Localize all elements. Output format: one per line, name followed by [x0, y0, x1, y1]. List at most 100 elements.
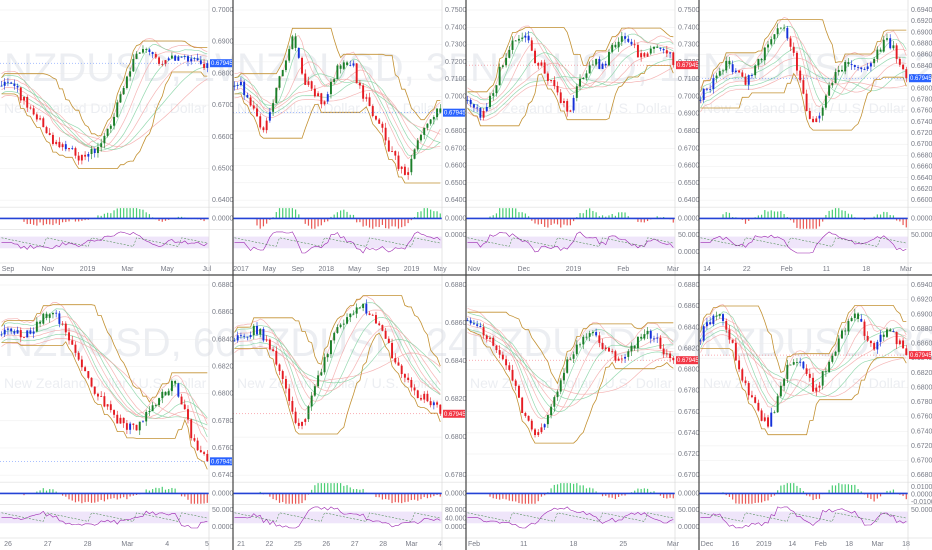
price-tick-label: 0.68600: [445, 320, 470, 327]
candle-body: [709, 89, 712, 90]
candle-body: [55, 141, 58, 144]
osc-histogram-bar: [540, 493, 543, 497]
time-tick-label: 27: [351, 541, 359, 548]
ema-line: [234, 317, 441, 397]
candle-body: [26, 330, 29, 338]
osc-histogram-bar: [33, 218, 35, 225]
candle-body: [617, 358, 620, 361]
price-tick-label: 0.66000: [678, 163, 703, 170]
candle-body: [505, 57, 508, 66]
candle-body: [10, 328, 13, 332]
osc-histogram-bar: [764, 493, 766, 502]
osc-histogram-bar: [343, 485, 345, 494]
symbol-watermark: NZDUSD, 240: [237, 321, 493, 365]
candle-body: [760, 59, 763, 61]
candle-body: [579, 78, 582, 87]
osc-histogram-bar: [783, 214, 785, 219]
price-tick-label: 0.67000: [911, 458, 932, 465]
last-price-tag: [443, 409, 465, 418]
osc-histogram-bar: [515, 208, 517, 219]
price-tick-label: 0.68000: [678, 367, 703, 374]
osc-histogram-bar: [314, 485, 316, 494]
candle-body: [346, 62, 349, 65]
candle-body: [479, 325, 482, 328]
candle-body: [640, 53, 643, 58]
candle-body: [329, 81, 332, 95]
candle-body: [265, 339, 268, 341]
osc-histogram-bar: [770, 493, 772, 497]
candle-body: [439, 108, 442, 113]
candle-body: [39, 118, 42, 120]
osc-histogram-bar: [123, 493, 125, 498]
osc-histogram-bar: [423, 493, 425, 498]
osc-histogram-bar: [508, 208, 510, 219]
candle-body: [180, 56, 183, 58]
ema-line: [1, 55, 208, 151]
price-tick-label: 0.70000: [212, 7, 237, 14]
osc-histogram-bar: [614, 215, 617, 219]
candle-body: [317, 375, 320, 387]
candle-body: [517, 38, 520, 41]
candle-body: [206, 453, 209, 462]
candle-body: [3, 81, 6, 86]
candle-body: [151, 52, 154, 55]
rsi-band: [466, 236, 675, 249]
price-tick-label: 0.68000: [911, 384, 932, 391]
price-tick-label: 0.67400: [678, 430, 703, 437]
candle-body: [792, 362, 795, 365]
chart-panel-p6: NZDUSD, 240 New Zealand Dollar / U.S. Dol…: [233, 275, 493, 550]
candle-body: [387, 140, 390, 152]
channel-upper: [467, 311, 674, 385]
osc-histogram-bar: [100, 493, 102, 500]
ema-ribbon: [1, 302, 208, 443]
candle-body: [100, 396, 103, 397]
candle-body: [712, 78, 715, 90]
candle-body: [889, 38, 892, 49]
osc2-tick-label: 0.0000: [445, 232, 467, 239]
channel-upper: [700, 305, 907, 374]
candle-body: [284, 379, 287, 389]
osc-histogram-bar: [336, 483, 338, 494]
candle-body: [333, 79, 336, 82]
osc-histogram-bar: [851, 484, 853, 494]
osc-histogram-bar: [640, 488, 642, 494]
rsi-line: [700, 506, 907, 529]
candle-body: [368, 313, 371, 315]
osc-histogram-bar: [174, 488, 176, 494]
candle-body: [556, 391, 559, 398]
osc-histogram-bar: [148, 214, 151, 219]
osc-histogram-bar: [905, 493, 907, 500]
candle-body: [125, 76, 128, 89]
time-tick-label: 26: [322, 541, 330, 548]
time-tick-label: Sep: [292, 266, 305, 273]
candle-body: [275, 87, 278, 104]
candle-body: [725, 60, 728, 71]
candle-body: [731, 339, 734, 343]
candle-body: [122, 88, 125, 95]
osc-histogram-bar: [899, 218, 901, 222]
osc-histogram-bar: [311, 489, 313, 494]
candle-body: [744, 76, 747, 85]
price-tick-label: 0.67000: [212, 102, 237, 109]
osc-histogram-bar: [288, 493, 290, 504]
price-tick-label: 0.66000: [911, 197, 932, 204]
osc1-tick-label: -0.0100: [911, 499, 932, 506]
candle-body: [375, 116, 377, 120]
osc-histogram-bar: [521, 493, 523, 504]
symbol-watermark: NZDUSD, 1W: [4, 46, 253, 90]
ema-line: [1, 337, 208, 430]
candle-body: [119, 94, 122, 103]
candle-body: [725, 320, 728, 330]
candle-body: [879, 334, 882, 342]
osc-histogram-bar: [307, 218, 310, 226]
osc-histogram-bar: [362, 218, 364, 227]
candle-body: [301, 421, 303, 426]
osc-histogram-bar: [838, 483, 840, 494]
osc-histogram-bar: [81, 218, 83, 221]
candle-body: [873, 58, 876, 64]
osc-histogram-bar: [822, 218, 824, 222]
candle-body: [844, 62, 847, 72]
osc-histogram-bar: [738, 493, 740, 504]
osc-histogram-bar: [725, 493, 727, 496]
candle-body: [145, 49, 148, 50]
